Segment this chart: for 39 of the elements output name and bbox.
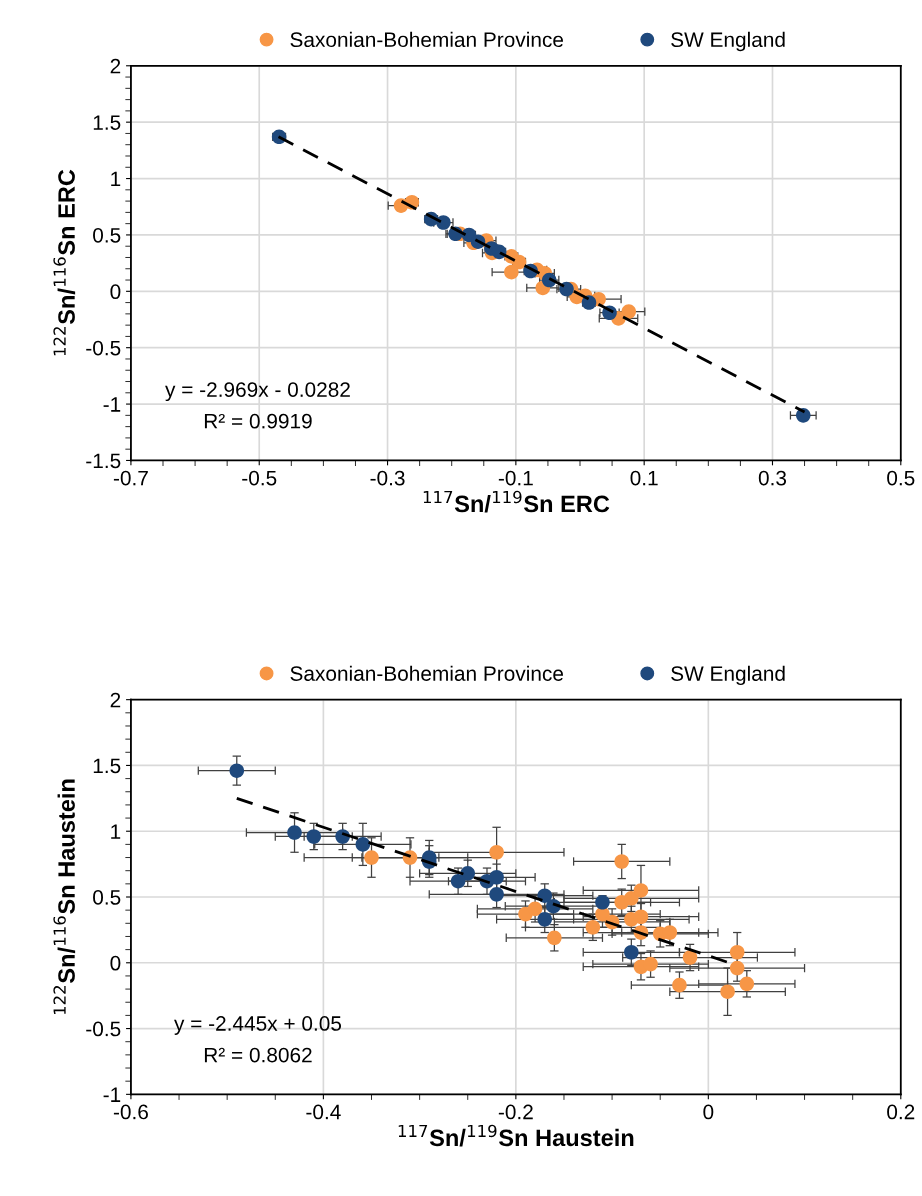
- legend-label: Saxonian-Bohemian Province: [290, 665, 564, 681]
- annotation: R² = 0.8062: [204, 1047, 312, 1063]
- y-tick-label: 1: [111, 171, 121, 187]
- y-tick-label: 0.5: [93, 227, 121, 243]
- y-tick-label: -0.5: [86, 340, 121, 356]
- y-tick-label: 2: [110, 692, 121, 708]
- y-tick-label: 0: [110, 955, 121, 971]
- y-axis-title: $^{122}$Sn/$^{116}$Sn Haustein: [53, 779, 76, 1015]
- x-tick-label: 0: [703, 1104, 714, 1120]
- x-axis-title: $^{117}$Sn/$^{119}$Sn ERC: [423, 490, 610, 513]
- y-tick-label: 2: [110, 58, 121, 74]
- x-tick-label: -0.1: [498, 470, 533, 486]
- annotation: y = -2.445x + 0.05: [174, 1016, 342, 1035]
- x-tick-label: 0.5: [887, 470, 915, 486]
- x-tick-label: -0.2: [498, 1104, 533, 1120]
- annotation: R² = 0.9919: [204, 413, 312, 429]
- y-tick-label: -1: [103, 397, 121, 412]
- x-tick-label: -0.7: [113, 470, 148, 486]
- y-axis-title: $^{122}$Sn/$^{116}$Sn ERC: [53, 169, 76, 356]
- y-tick-label: -1: [103, 1087, 121, 1102]
- y-tick-label: 0: [110, 284, 121, 300]
- legend-label: SW England: [671, 665, 785, 686]
- y-tick-label: 1.5: [93, 115, 121, 130]
- x-tick-label: 0.1: [630, 470, 658, 486]
- x-tick-label: 0.3: [758, 470, 787, 486]
- x-tick-label: -0.6: [113, 1104, 148, 1120]
- annotation: y = -2.969x - 0.0282: [165, 382, 350, 402]
- y-tick-label: 0.5: [93, 890, 121, 905]
- x-tick-label: -0.3: [370, 470, 405, 486]
- legend-label: SW England: [671, 31, 785, 52]
- x-tick-label: 0.2: [887, 1104, 915, 1120]
- y-tick-label: 1.5: [93, 758, 121, 774]
- y-tick-label: 1: [111, 824, 121, 839]
- x-tick-label: -0.5: [242, 470, 277, 486]
- y-tick-label: -0.5: [86, 1021, 121, 1037]
- x-tick-label: -0.4: [306, 1104, 341, 1120]
- legend-label: Saxonian-Bohemian Province: [290, 31, 564, 48]
- x-axis-title: $^{117}$Sn/$^{119}$Sn Haustein: [398, 1124, 634, 1147]
- y-tick-label: -1.5: [86, 453, 121, 469]
